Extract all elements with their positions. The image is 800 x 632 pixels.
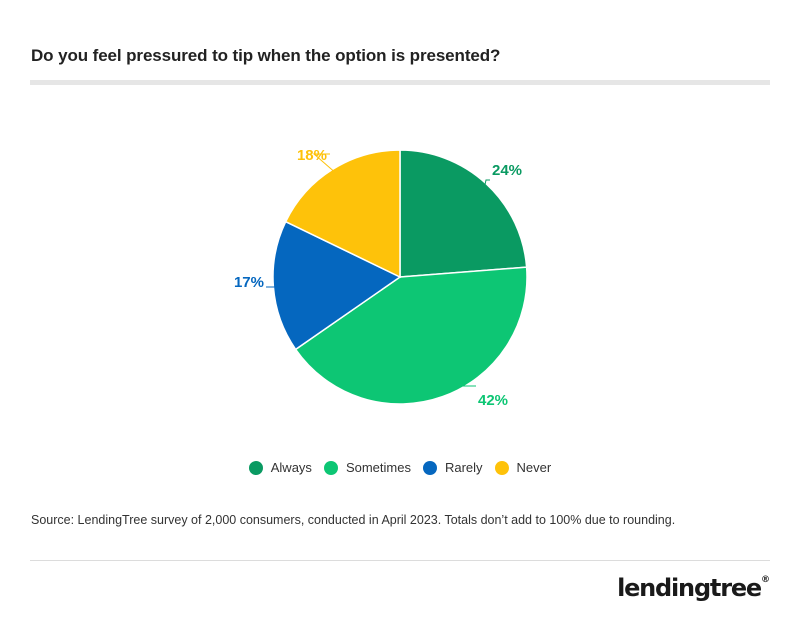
leader-line-never — [312, 153, 334, 172]
legend-item-sometimes: Sometimes — [323, 460, 411, 475]
legend-item-always: Always — [248, 460, 312, 475]
data-label-always: 24% — [492, 162, 522, 179]
leader-line-sometimes — [441, 385, 476, 396]
source-note: Source: LendingTree survey of 2,000 cons… — [31, 513, 676, 527]
footer-divider — [30, 560, 770, 561]
legend-label-rarely: Rarely — [444, 460, 483, 475]
title-divider — [30, 80, 770, 85]
legend-label-always: Always — [270, 460, 312, 475]
pie-slice-always — [399, 149, 528, 278]
leader-line-always — [484, 179, 490, 186]
logo-registered-mark: ® — [761, 575, 770, 585]
legend-swatch-always — [248, 460, 263, 475]
legend-label-sometimes: Sometimes — [345, 460, 411, 475]
chart-legend: Always Sometimes Rarely Never — [0, 460, 800, 475]
legend-swatch-sometimes — [323, 460, 338, 475]
pie-slice-sometimes — [294, 266, 528, 405]
logo-text: lendingtree — [617, 574, 762, 602]
legend-swatch-never — [494, 460, 509, 475]
chart-title: Do you feel pressured to tip when the op… — [31, 46, 501, 65]
legend-item-never: Never — [494, 460, 552, 475]
data-label-sometimes: 42% — [478, 392, 508, 409]
data-label-never: 18% — [297, 147, 327, 164]
lendingtree-logo: lendingtree® — [617, 574, 770, 602]
legend-swatch-rarely — [422, 460, 437, 475]
data-label-rarely: 17% — [234, 274, 264, 291]
pie-chart: 24% 42% 17% 18% — [234, 147, 528, 409]
pie-slice-never — [284, 149, 401, 279]
legend-item-rarely: Rarely — [422, 460, 483, 475]
logo-wordmark: lendingtree® — [617, 574, 770, 602]
legend-label-never: Never — [516, 460, 552, 475]
